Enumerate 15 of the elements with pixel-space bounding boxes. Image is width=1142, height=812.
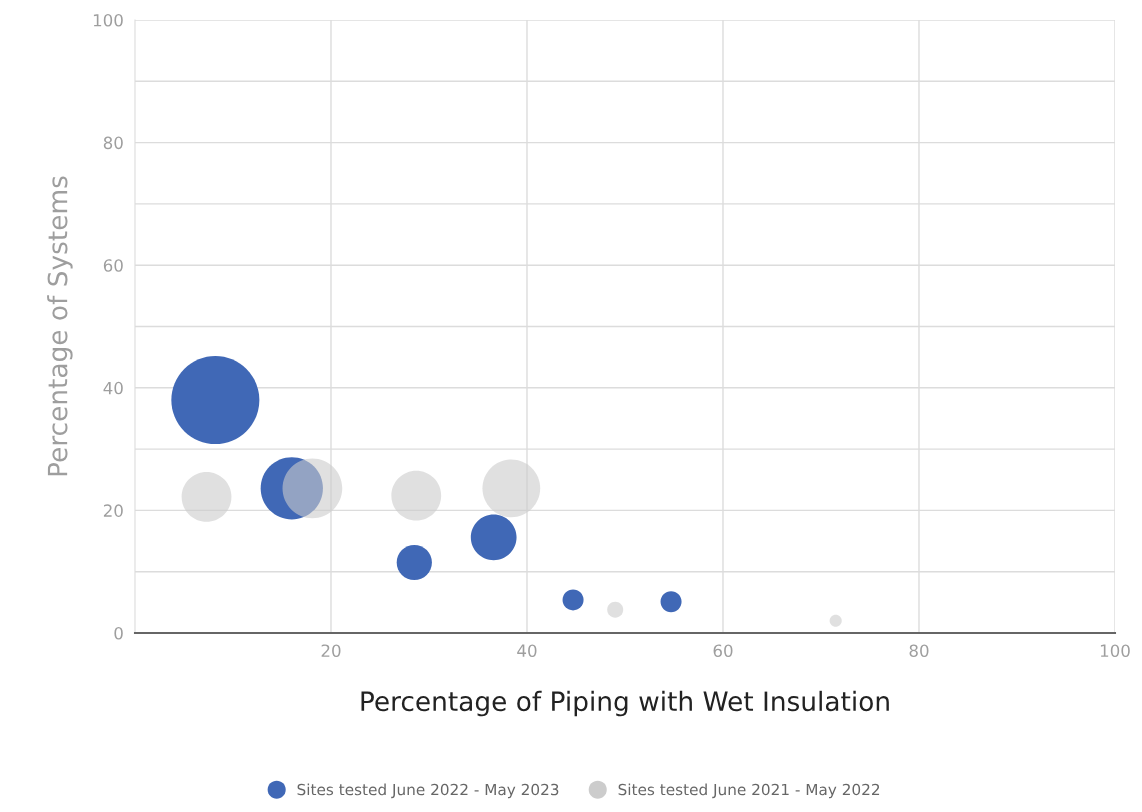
y-tick-label: 0 <box>114 626 123 640</box>
x-axis-title: Percentage of Piping with Wet Insulation <box>361 690 889 717</box>
x-tick-label: 20 <box>321 644 341 658</box>
y-tick-label: 20 <box>103 504 123 517</box>
x-tick-label: 40 <box>517 644 537 658</box>
x-tick-label: 60 <box>713 644 733 658</box>
legend-label: Sites tested June 2022 - May 2023 <box>297 783 559 799</box>
y-tick-label: 40 <box>103 381 123 395</box>
x-tick-label: 80 <box>909 644 929 658</box>
y-tick-label: 60 <box>103 259 123 272</box>
y-tick-label: 100 <box>93 13 123 27</box>
legend-label: Sites tested June 2021 - May 2022 <box>618 783 880 799</box>
y-axis-title: Percentage of Systems <box>47 176 73 476</box>
y-tick-label: 80 <box>103 136 123 150</box>
x-tick-label: 100 <box>1100 644 1130 658</box>
